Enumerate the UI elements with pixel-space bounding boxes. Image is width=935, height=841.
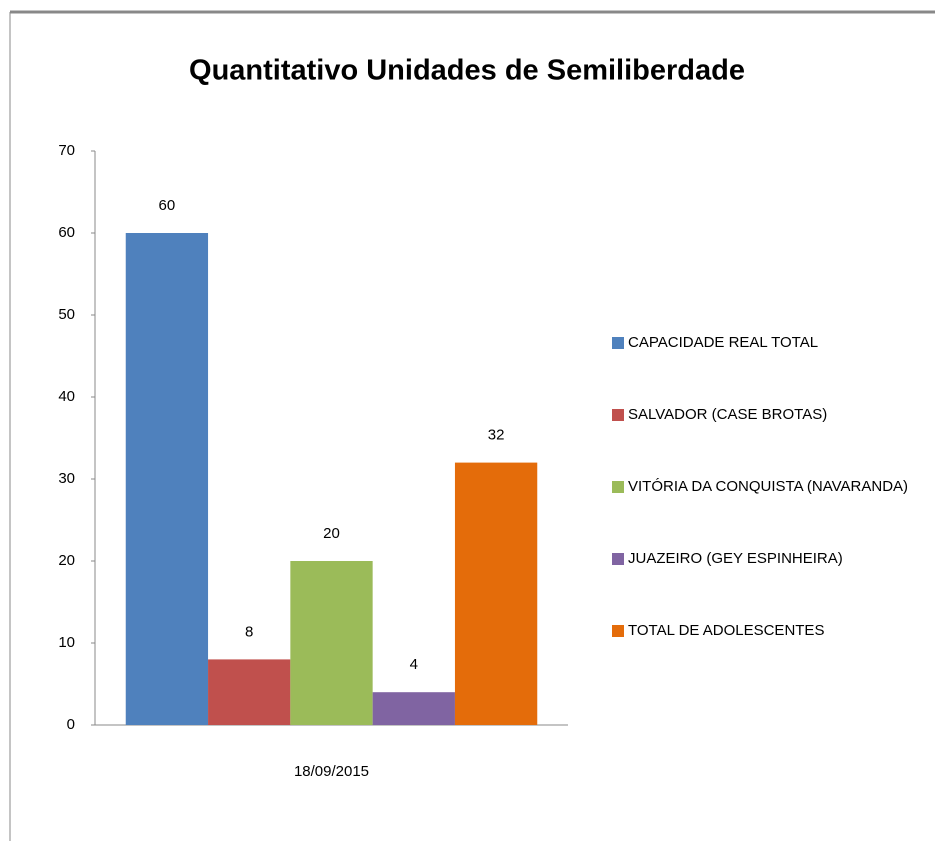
data-label: 60 [159, 197, 176, 214]
data-label: 4 [410, 656, 418, 673]
y-tick-label: 70 [58, 142, 75, 159]
y-tick-label: 10 [58, 634, 75, 651]
legend-label: JUAZEIRO (GEY ESPINHEIRA) [628, 550, 843, 567]
bar [454, 462, 538, 725]
legend-label: SALVADOR (CASE BROTAS) [628, 406, 827, 423]
legend-swatch [612, 409, 624, 421]
legend-swatch [612, 625, 624, 637]
bar [290, 561, 373, 725]
data-label: 8 [245, 623, 253, 640]
legend-swatch [612, 481, 624, 493]
x-tick-label: 18/09/2015 [294, 763, 369, 780]
y-tick-label: 60 [58, 224, 75, 241]
bar [208, 659, 291, 725]
legend-label: TOTAL DE ADOLESCENTES [628, 622, 824, 639]
y-tick-label: 40 [58, 388, 75, 405]
legend-swatch [612, 337, 624, 349]
legend-label: VITÓRIA DA CONQUISTA (NAVARANDA) [628, 478, 908, 495]
legend-swatch [612, 553, 624, 565]
data-label: 32 [488, 427, 505, 444]
chart-title: Quantitativo Unidades de Semiliberdade [189, 55, 745, 87]
bar [125, 233, 209, 725]
y-tick-label: 30 [58, 470, 75, 487]
y-tick-label: 50 [58, 306, 75, 323]
y-tick-label: 20 [58, 552, 75, 569]
bar [372, 692, 455, 725]
legend-label: CAPACIDADE REAL TOTAL [628, 334, 818, 351]
y-tick-label: 0 [67, 716, 75, 733]
data-label: 20 [323, 525, 340, 542]
